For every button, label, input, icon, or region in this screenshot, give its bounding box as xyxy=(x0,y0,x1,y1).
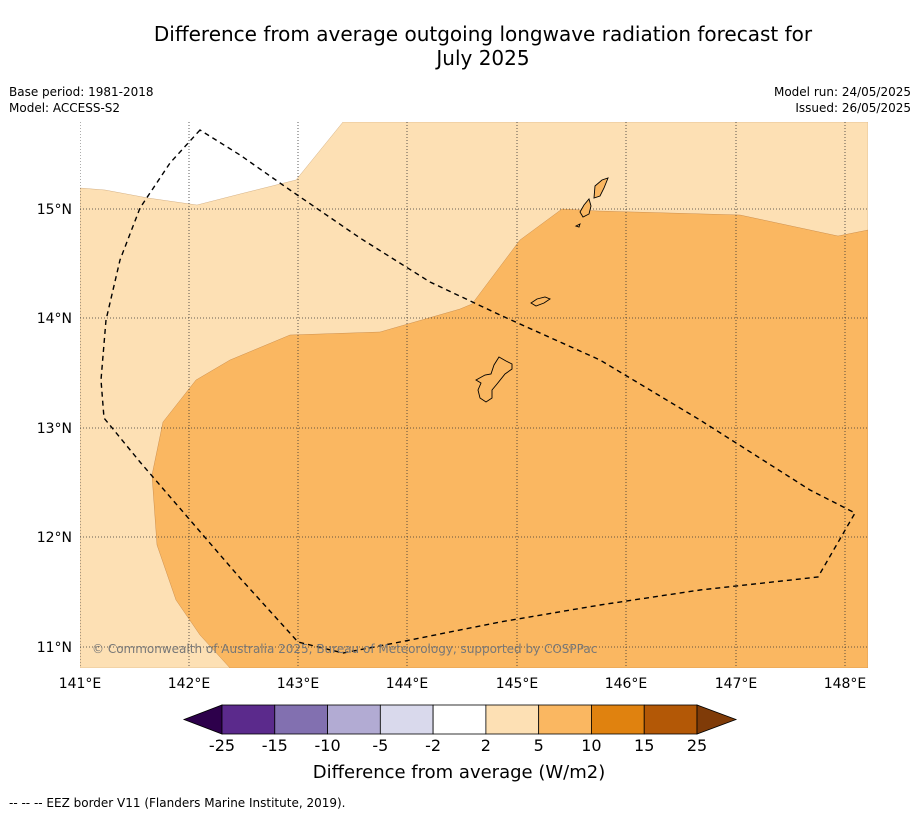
lat-label: 15°N xyxy=(37,202,72,218)
colorbar-tick-label: -5 xyxy=(372,736,388,755)
colorbar-tick-label: 10 xyxy=(581,736,601,755)
lat-label: 14°N xyxy=(37,311,72,327)
lat-label: 13°N xyxy=(37,421,72,437)
meta-right: Model run: 24/05/2025 Issued: 26/05/2025 xyxy=(774,84,911,116)
island-tinian xyxy=(579,198,592,218)
island-rota xyxy=(530,296,551,307)
colorbar-cell xyxy=(274,704,328,735)
colorbar-cells xyxy=(221,704,698,735)
latitude-labels: 15°N 14°N 13°N 12°N 11°N xyxy=(37,202,72,656)
lon-label: 141°E xyxy=(59,676,102,692)
meta-left: Base period: 1981-2018 Model: ACCESS-S2 xyxy=(9,84,154,116)
islands xyxy=(475,177,609,403)
colorbar-cell xyxy=(591,704,645,735)
colorbar-cell xyxy=(643,704,698,735)
colorbar: -25 -15 -10 -5 -2 2 5 10 15 25 Difference from av… xyxy=(182,704,738,783)
colorbar-tick-label: -15 xyxy=(262,736,288,755)
anomaly-region-5-to-10 xyxy=(151,208,868,668)
island-saipan xyxy=(593,177,609,199)
chart-title: Difference from average outgoing longwav… xyxy=(60,22,906,70)
map-area: © Commonwealth of Australia 2025, Bureau… xyxy=(80,122,868,668)
lon-label: 148°E xyxy=(824,676,867,692)
colorbar-tick-label: 25 xyxy=(687,736,707,755)
eez-border xyxy=(100,129,856,654)
colorbar-tick-label: -10 xyxy=(314,736,340,755)
graticule xyxy=(80,122,868,668)
colorbar-tick-label: -25 xyxy=(209,736,235,755)
colorbar-label: Difference from average (W/m2) xyxy=(313,762,605,783)
colorbar-low-extension xyxy=(182,704,223,735)
colorbar-cell xyxy=(327,704,381,735)
colorbar-tick-label: -2 xyxy=(425,736,441,755)
lat-label: 12°N xyxy=(37,530,72,546)
eez-footnote: -- -- -- EEZ border V11 (Flanders Marine… xyxy=(9,796,346,810)
colorbar-ticks: -25 -15 -10 -5 -2 2 5 10 15 25 xyxy=(209,736,707,755)
colorbar-tick-label: 2 xyxy=(481,736,491,755)
colorbar-cell xyxy=(485,704,540,735)
island-guam xyxy=(475,356,513,403)
issued-date: Issued: 26/05/2025 xyxy=(795,101,911,115)
lat-label: 11°N xyxy=(37,640,72,656)
colorbar-tick-label: 15 xyxy=(634,736,654,755)
colorbar-cell xyxy=(221,704,276,735)
base-period: Base period: 1981-2018 xyxy=(9,85,154,99)
lon-label: 147°E xyxy=(715,676,758,692)
title-line-1: Difference from average outgoing longwav… xyxy=(153,22,813,46)
colorbar-tick-label: 5 xyxy=(534,736,544,755)
title-line-2: July 2025 xyxy=(436,46,530,70)
island-aguijan xyxy=(574,223,581,228)
lon-label: 146°E xyxy=(605,676,648,692)
lon-label: 144°E xyxy=(386,676,429,692)
colorbar-cell xyxy=(379,704,434,735)
longitude-labels: 141°E 142°E 143°E 144°E 145°E 146°E 147°… xyxy=(59,676,867,692)
lon-label: 142°E xyxy=(168,676,211,692)
model-run: Model run: 24/05/2025 xyxy=(773,85,911,99)
model-name: Model: ACCESS-S2 xyxy=(9,101,121,115)
copyright-notice: © Commonwealth of Australia 2025, Bureau… xyxy=(92,642,597,656)
colorbar-cell xyxy=(432,704,487,735)
colorbar-high-extension xyxy=(696,704,738,735)
lon-label: 145°E xyxy=(496,676,539,692)
colorbar-cell xyxy=(538,704,592,735)
lon-label: 143°E xyxy=(277,676,320,692)
